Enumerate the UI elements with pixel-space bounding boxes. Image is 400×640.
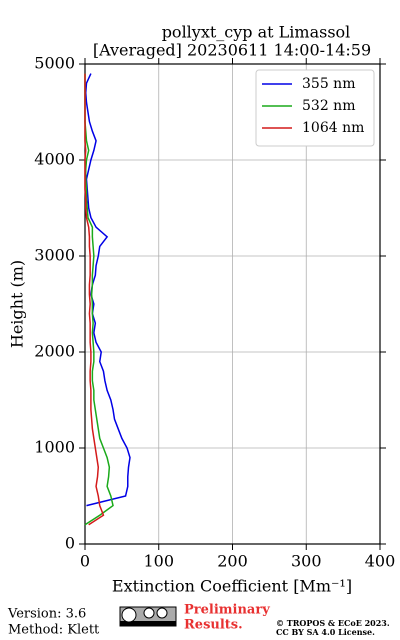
- x-tick-label: 300: [291, 552, 322, 571]
- x-tick-label: 0: [80, 552, 90, 571]
- chart-subtitle: [Averaged] 20230611 14:00-14:59: [93, 41, 371, 60]
- method: Method: Klett: [8, 623, 100, 638]
- chart-title: pollyxt_cyp at Limassol: [162, 23, 351, 42]
- y-tick-label: 4000: [34, 150, 75, 169]
- y-tick-label: 0: [65, 534, 75, 553]
- legend-box: [255, 69, 375, 147]
- x-tick-label: 400: [365, 552, 396, 571]
- y-tick-label: 2000: [34, 342, 75, 361]
- copyright: © TROPOS & ECoE 2023.: [276, 618, 390, 628]
- plot-frame: [84, 63, 381, 545]
- legend-label: 532 nm: [302, 98, 355, 114]
- y-tick-label: 3000: [34, 246, 75, 265]
- status-2: Results.: [184, 618, 243, 633]
- legend-label: 1064 nm: [302, 120, 364, 136]
- y-tick-label: 1000: [34, 438, 75, 457]
- version: Version: 3.6: [7, 607, 86, 622]
- y-tick-label: 5000: [34, 54, 75, 73]
- profile-line: [84, 73, 114, 526]
- x-tick-label: 100: [143, 552, 174, 571]
- license: CC BY SA 4.0 License.: [276, 627, 375, 637]
- y-axis-label: Height (m): [8, 260, 27, 348]
- x-axis-label: Extinction Coefficient [Mm⁻¹]: [112, 577, 352, 596]
- status-1: Preliminary: [184, 603, 270, 618]
- cc-logo: [119, 606, 177, 627]
- profile-line: [84, 73, 105, 526]
- x-tick-label: 200: [217, 552, 248, 571]
- legend-label: 355 nm: [302, 76, 355, 92]
